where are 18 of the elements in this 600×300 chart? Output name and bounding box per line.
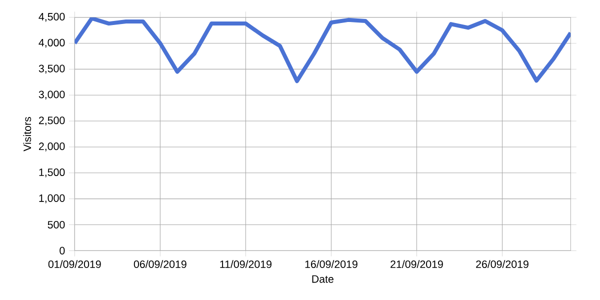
y-tick-label: 1,500 bbox=[39, 168, 65, 178]
x-tick-label: 01/09/2019 bbox=[48, 260, 101, 268]
x-tick-label: 06/09/2019 bbox=[134, 260, 186, 268]
x-tick-label: 16/09/2019 bbox=[305, 260, 358, 268]
x-tick-label: 21/09/2019 bbox=[390, 260, 443, 268]
x-tick-label: 11/09/2019 bbox=[220, 260, 272, 268]
y-tick-label: 500 bbox=[48, 220, 65, 229]
y-tick-label: 2,000 bbox=[39, 142, 65, 152]
y-tick-label: 3,500 bbox=[38, 64, 65, 74]
y-axis-title: Visitors bbox=[23, 116, 32, 152]
y-tick-label: 2,500 bbox=[39, 116, 65, 126]
y-tick-label: 4,000 bbox=[38, 38, 65, 48]
y-tick-label: 0 bbox=[60, 246, 65, 254]
x-axis-title: Date bbox=[312, 275, 334, 283]
y-tick-label: 1,000 bbox=[39, 194, 65, 204]
y-tick-label: 4,500 bbox=[38, 12, 65, 22]
y-tick-label: 3,000 bbox=[38, 90, 65, 100]
x-tick-label: 26/09/2019 bbox=[476, 260, 528, 268]
